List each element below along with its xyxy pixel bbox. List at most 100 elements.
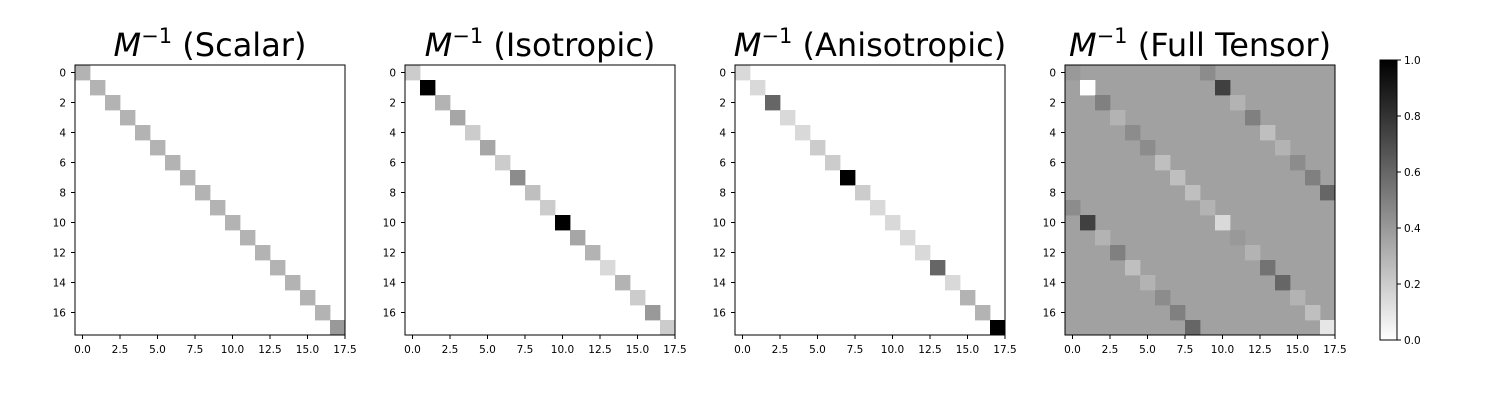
heatmap-cell	[1095, 230, 1111, 246]
heatmap-cell	[1200, 200, 1216, 216]
y-tick-label: 4	[1049, 128, 1056, 140]
heatmap-cell	[915, 245, 931, 261]
heatmap-cell	[750, 80, 766, 96]
heatmap-cell	[975, 305, 991, 321]
heatmap-cell	[855, 185, 871, 201]
title-prefix: M	[114, 26, 142, 64]
heatmap-cell	[1140, 275, 1156, 291]
heatmap-cell	[585, 245, 601, 261]
heatmap-cell	[75, 65, 91, 81]
chart-title: M−1 (Isotropic)	[425, 24, 656, 64]
heatmap-cell	[225, 215, 241, 231]
x-tick-label: 15.0	[626, 344, 649, 356]
x-tick-label: 7.5	[517, 344, 534, 356]
heatmap-cell	[1275, 275, 1291, 291]
y-tick-label: 10	[383, 218, 396, 230]
heatmap-cell	[1110, 245, 1126, 261]
title-suffix: (Full Tensor)	[1128, 26, 1332, 64]
heatmap-cell	[435, 95, 451, 111]
y-tick-label: 14	[53, 278, 67, 290]
heatmap-cell	[240, 230, 256, 246]
heatmap-cell	[1140, 140, 1156, 156]
y-tick-label: 4	[719, 128, 726, 140]
heatmap-cell	[300, 290, 316, 306]
y-tick-label: 10	[713, 218, 726, 230]
plot-frame	[1064, 64, 1336, 336]
title-superscript: −1	[761, 24, 792, 48]
title-suffix: (Isotropic)	[483, 26, 655, 64]
heatmap-cell	[555, 215, 571, 231]
y-tick-label: 8	[719, 188, 726, 200]
title-prefix: M	[1069, 26, 1097, 64]
x-tick-label: 7.5	[1177, 344, 1194, 356]
heatmap-cell	[1065, 65, 1081, 81]
x-tick-label: 10.0	[551, 344, 574, 356]
colorbar-tick-label: 1.0	[1404, 55, 1421, 67]
plot-frame	[404, 64, 676, 336]
heatmap-cell	[105, 95, 121, 111]
heatmap-cell	[660, 320, 676, 336]
y-tick-label: 12	[713, 248, 726, 260]
heatmap-panels: M−1 (Scalar)0.0 2.5 5.0 7.5 10.0 12.5 15.0 17.5…	[53, 24, 1347, 356]
y-tick-label: 14	[713, 278, 727, 290]
x-tick-label: 15.0	[296, 344, 319, 356]
x-tick-label: 12.5	[918, 344, 941, 356]
x-tick-label: 12.5	[1248, 344, 1271, 356]
heatmap-cell	[210, 200, 226, 216]
x-tick-label: 2.5	[772, 344, 789, 356]
x-tick-label: 0.0	[404, 344, 421, 356]
y-tick-label: 0	[1049, 68, 1056, 80]
heatmap-cell	[180, 170, 196, 186]
x-tick-label: 5.0	[479, 344, 496, 356]
y-tick-label: 4	[59, 128, 66, 140]
y-tick-label: 0	[719, 68, 726, 80]
heatmap-cell	[840, 170, 856, 186]
colorbar-tick-label: 0.6	[1404, 167, 1421, 179]
x-tick-label: 5.0	[1139, 344, 1156, 356]
heatmap-cell	[195, 185, 211, 201]
chart-title: M−1 (Full Tensor)	[1069, 24, 1331, 64]
heatmap-cell	[570, 230, 586, 246]
y-tick-label: 2	[1049, 98, 1056, 110]
heatmap-cell	[1095, 95, 1111, 111]
heatmap-cell	[825, 155, 841, 171]
heatmap-cell	[1245, 110, 1261, 126]
heatmap-cell	[900, 230, 916, 246]
heatmap-cell	[735, 65, 751, 81]
heatmap-cell	[135, 125, 151, 141]
heatmap-cell	[780, 110, 796, 126]
colorbar-tick-label: 0.4	[1404, 223, 1421, 235]
y-tick-label: 6	[59, 158, 66, 170]
heatmap-cell	[1215, 80, 1231, 96]
heatmap-cell	[765, 95, 781, 111]
heatmap-cell	[600, 260, 616, 276]
heatmap-cell	[1170, 305, 1186, 321]
heatmap-cell	[510, 170, 526, 186]
x-tick-label: 10.0	[1211, 344, 1234, 356]
y-tick-label: 0	[389, 68, 396, 80]
x-tick-label: 15.0	[1286, 344, 1309, 356]
x-tick-label: 12.5	[588, 344, 611, 356]
heatmap-cell	[1155, 290, 1171, 306]
heatmap-cell	[1230, 95, 1246, 111]
heatmap-cell	[1200, 65, 1216, 81]
heatmap-cell	[165, 155, 181, 171]
heatmap-cell	[405, 65, 421, 81]
title-superscript: −1	[141, 24, 172, 48]
heatmap-cell	[1320, 185, 1336, 201]
heatmap-cell	[1290, 155, 1306, 171]
y-tick-label: 4	[389, 128, 396, 140]
heatmap-panel-1: M−1 (Scalar) 0.0 2.5 5.0 7.5 10.0 12.5 15.0 17.5…	[53, 24, 357, 356]
y-tick-label: 2	[59, 98, 66, 110]
heatmap-cell	[1125, 260, 1141, 276]
x-tick-label: 2.5	[112, 344, 129, 356]
heatmap-cell	[420, 80, 436, 96]
heatmap-cell	[1155, 155, 1171, 171]
y-tick-label: 10	[53, 218, 66, 230]
x-tick-label: 17.5	[663, 344, 686, 356]
heatmap-cell	[1080, 215, 1096, 231]
heatmap-cell	[1065, 200, 1081, 216]
heatmap-cell	[255, 245, 271, 261]
title-superscript: −1	[1097, 24, 1128, 48]
heatmap-cell	[810, 140, 826, 156]
